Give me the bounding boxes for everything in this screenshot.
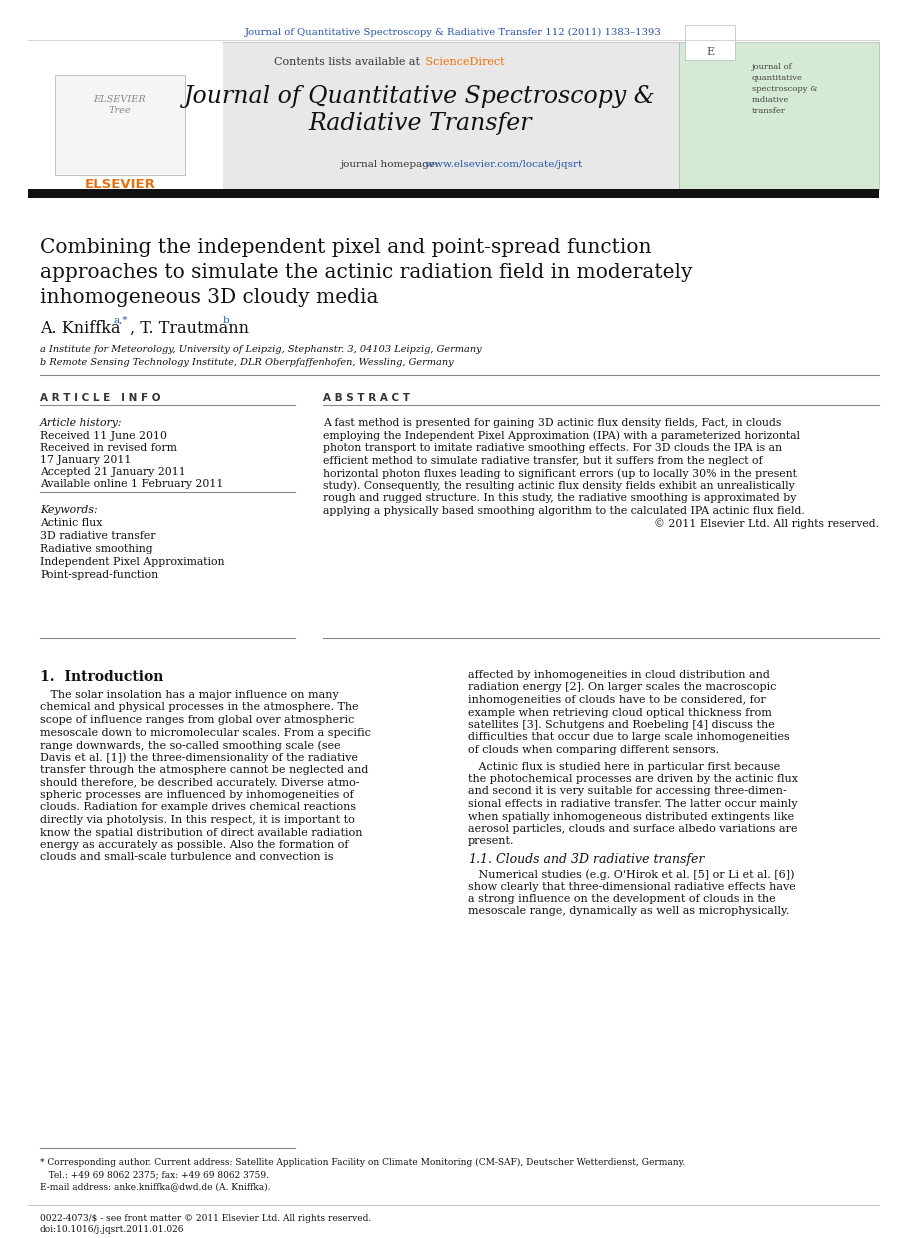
Text: difficulties that occur due to large scale inhomogeneities: difficulties that occur due to large sca… [468,733,790,743]
Text: Numerical studies (e.g. O'Hirok et al. [5] or Li et al. [6]): Numerical studies (e.g. O'Hirok et al. [… [468,869,795,879]
Bar [28,42,679,189]
Text: © 2011 Elsevier Ltd. All rights reserved.: © 2011 Elsevier Ltd. All rights reserved… [654,517,879,529]
Text: A R T I C L E   I N F O: A R T I C L E I N F O [40,392,161,404]
Text: clouds and small-scale turbulence and convection is: clouds and small-scale turbulence and co… [40,853,334,863]
Text: , T. Trautmann: , T. Trautmann [130,319,249,337]
Text: should therefore, be described accurately. Diverse atmo-: should therefore, be described accuratel… [40,777,359,787]
Text: Point-spread-function: Point-spread-function [40,569,158,579]
Text: efficient method to simulate radiative transfer, but it suffers from the neglect: efficient method to simulate radiative t… [323,456,763,465]
Text: 3D radiative transfer: 3D radiative transfer [40,531,155,541]
Text: doi:10.1016/j.jqsrt.2011.01.026: doi:10.1016/j.jqsrt.2011.01.026 [40,1224,184,1234]
Text: A. Kniffka: A. Kniffka [40,319,121,337]
Text: rough and rugged structure. In this study, the radiative smoothing is approximat: rough and rugged structure. In this stud… [323,493,796,503]
Text: 1.  Introduction: 1. Introduction [40,670,163,685]
Text: Radiative smoothing: Radiative smoothing [40,543,152,553]
Text: Tel.: +49 69 8062 2375; fax: +49 69 8062 3759.: Tel.: +49 69 8062 2375; fax: +49 69 8062… [40,1170,269,1179]
Text: b: b [223,316,229,326]
Text: sional effects in radiative transfer. The latter occur mainly: sional effects in radiative transfer. Th… [468,799,797,808]
Text: Journal of Quantitative Spectroscopy &: Journal of Quantitative Spectroscopy & [184,85,656,108]
Text: transfer through the atmosphere cannot be neglected and: transfer through the atmosphere cannot b… [40,765,368,775]
Text: Received in revised form: Received in revised form [40,443,177,453]
Text: www.elsevier.com/locate/jqsrt: www.elsevier.com/locate/jqsrt [422,160,582,170]
Text: Independent Pixel Approximation: Independent Pixel Approximation [40,557,225,567]
Text: ScienceDirect: ScienceDirect [422,57,504,67]
Text: Article history:: Article history: [40,418,122,428]
Text: Journal of Quantitative Spectroscopy & Radiative Transfer 112 (2011) 1383–1393: Journal of Quantitative Spectroscopy & R… [245,28,661,37]
Bar [28,42,223,189]
Text: know the spatial distribution of direct available radiation: know the spatial distribution of direct … [40,827,363,837]
Text: * Corresponding author. Current address: Satellite Application Facility on Clima: * Corresponding author. Current address:… [40,1158,686,1167]
Text: a Institute for Meteorology, University of Leipzig, Stephanstr. 3, 04103 Leipzig: a Institute for Meteorology, University … [40,345,482,354]
Text: journal homepage:: journal homepage: [340,160,438,170]
Text: E-mail address: anke.kniffka@dwd.de (A. Kniffka).: E-mail address: anke.kniffka@dwd.de (A. … [40,1182,270,1191]
Text: Received 11 June 2010: Received 11 June 2010 [40,431,167,441]
Text: applying a physically based smoothing algorithm to the calculated IPA actinic fl: applying a physically based smoothing al… [323,505,805,515]
Text: range downwards, the so-called smoothing scale (see: range downwards, the so-called smoothing… [40,740,341,750]
Text: a,*: a,* [113,316,128,326]
Text: energy as accurately as possible. Also the formation of: energy as accurately as possible. Also t… [40,841,348,851]
Text: Clouds and 3D radiative transfer: Clouds and 3D radiative transfer [488,853,705,867]
Text: the photochemical processes are driven by the actinic flux: the photochemical processes are driven b… [468,774,798,784]
Text: journal of
quantitative
spectroscopy &
radiative
transfer: journal of quantitative spectroscopy & r… [752,63,817,115]
Text: example when retrieving cloud optical thickness from: example when retrieving cloud optical th… [468,707,772,718]
Text: when spatially inhomogeneous distributed extingents like: when spatially inhomogeneous distributed… [468,811,795,822]
Text: Contents lists available at: Contents lists available at [274,57,420,67]
Text: Actinic flux is studied here in particular first because: Actinic flux is studied here in particul… [468,761,780,771]
Text: Keywords:: Keywords: [40,505,98,515]
Text: aerosol particles, clouds and surface albedo variations are: aerosol particles, clouds and surface al… [468,825,797,834]
Text: inhomogeneities of clouds have to be considered, for: inhomogeneities of clouds have to be con… [468,695,766,704]
Text: b Remote Sensing Technology Institute, DLR Oberpfaffenhofen, Wessling, Germany: b Remote Sensing Technology Institute, D… [40,358,454,366]
Text: Davis et al. [1]) the three-dimensionality of the radiative: Davis et al. [1]) the three-dimensionali… [40,753,358,763]
Text: Actinic flux: Actinic flux [40,517,102,527]
Text: Combining the independent pixel and point-spread function
approaches to simulate: Combining the independent pixel and poin… [40,238,693,307]
Text: The solar insolation has a major influence on many: The solar insolation has a major influen… [40,690,338,699]
Text: a strong influence on the development of clouds in the: a strong influence on the development of… [468,894,775,904]
Text: A fast method is presented for gaining 3D actinic flux density fields, Fact, in : A fast method is presented for gaining 3… [323,418,781,428]
Text: radiation energy [2]. On larger scales the macroscopic: radiation energy [2]. On larger scales t… [468,682,776,692]
Text: ELSEVIER: ELSEVIER [84,178,155,191]
Text: directly via photolysis. In this respect, it is important to: directly via photolysis. In this respect… [40,815,355,825]
Text: employing the Independent Pixel Approximation (IPA) with a parameterized horizon: employing the Independent Pixel Approxim… [323,431,800,441]
Text: present.: present. [468,837,514,847]
Text: A B S T R A C T: A B S T R A C T [323,392,410,404]
Text: chemical and physical processes in the atmosphere. The: chemical and physical processes in the a… [40,702,358,713]
Text: 17 January 2011: 17 January 2011 [40,456,132,465]
Text: mesoscale down to micromolecular scales. From a specific: mesoscale down to micromolecular scales.… [40,728,371,738]
Text: spheric processes are influenced by inhomogeneities of: spheric processes are influenced by inho… [40,790,354,800]
Text: Available online 1 February 2011: Available online 1 February 2011 [40,479,223,489]
Text: Accepted 21 January 2011: Accepted 21 January 2011 [40,467,186,477]
Text: photon transport to imitate radiative smoothing effects. For 3D clouds the IPA i: photon transport to imitate radiative sm… [323,443,782,453]
Text: E: E [706,47,714,57]
Text: of clouds when comparing different sensors.: of clouds when comparing different senso… [468,745,719,755]
Text: and second it is very suitable for accessing three-dimen-: and second it is very suitable for acces… [468,786,786,796]
Text: 1.1.: 1.1. [468,853,492,867]
Text: ELSEVIER
Tree: ELSEVIER Tree [93,95,146,115]
Text: Radiative Transfer: Radiative Transfer [308,111,532,135]
Text: mesoscale range, dynamically as well as microphysically.: mesoscale range, dynamically as well as … [468,906,789,916]
Text: affected by inhomogeneities in cloud distribution and: affected by inhomogeneities in cloud dis… [468,670,770,680]
Text: 0022-4073/$ - see front matter © 2011 Elsevier Ltd. All rights reserved.: 0022-4073/$ - see front matter © 2011 El… [40,1214,371,1223]
Bar [685,25,735,59]
Bar [679,42,879,189]
Text: scope of influence ranges from global over atmospheric: scope of influence ranges from global ov… [40,716,355,725]
Bar [28,189,879,198]
Text: horizontal photon fluxes leading to significant errors (up to locally 30% in the: horizontal photon fluxes leading to sign… [323,468,797,479]
Text: clouds. Radiation for example drives chemical reactions: clouds. Radiation for example drives che… [40,802,356,812]
Text: study). Consequently, the resulting actinic flux density fields exhibit an unrea: study). Consequently, the resulting acti… [323,480,795,491]
Bar [55,76,185,175]
Text: show clearly that three-dimensional radiative effects have: show clearly that three-dimensional radi… [468,881,795,891]
Text: satellites [3]. Schutgens and Roebeling [4] discuss the: satellites [3]. Schutgens and Roebeling … [468,721,775,730]
